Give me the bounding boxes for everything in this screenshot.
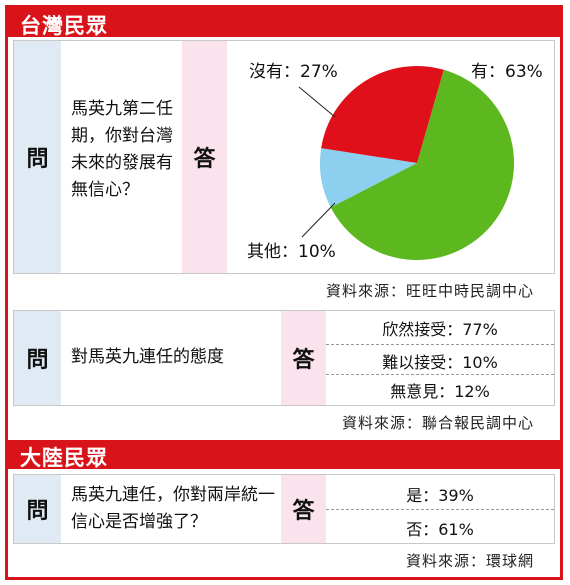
q3-answer-label: 答 — [281, 475, 326, 543]
q2-divider-1 — [326, 344, 554, 345]
q1-source: 資料來源：旺旺中時民調中心 — [325, 282, 534, 300]
q3-divider-1 — [326, 509, 554, 510]
section-header-mainland: 大陸民眾 — [8, 440, 560, 470]
q2-answer-2: 難以接受：10% — [382, 353, 498, 372]
q3-answer-2: 否：61% — [406, 520, 474, 539]
q2-divider-2 — [326, 374, 554, 375]
q3-answer-1: 是：39% — [406, 486, 474, 505]
q1-panel: 問 馬英九第二任期，你對台灣未來的發展有無信心？ 答 有：63% 其他：10% 沒有… — [13, 40, 555, 274]
q3-question-text: 馬英九連任，你對兩岸統一信心是否增強了？ — [71, 485, 275, 532]
section-title-mainland: 大陸民眾 — [20, 446, 108, 470]
q1-question-text: 馬英九第二任期，你對台灣未來的發展有無信心？ — [71, 99, 173, 200]
q2-question-text: 對馬英九連任的態度 — [71, 347, 224, 367]
q3-question-label: 問 — [14, 475, 61, 543]
infographic-frame: 台灣民眾 問 馬英九第二任期，你對台灣未來的發展有無信心？ 答 有：63% 其他：… — [5, 5, 563, 580]
pie-slice-0 — [330, 69, 514, 260]
q1-question-label: 問 — [14, 41, 61, 273]
q3-answer-glyph: 答 — [292, 499, 315, 524]
pie-leader-line-1 — [301, 202, 336, 238]
pie-label-1: 其他：10% — [247, 242, 336, 262]
q3-source: 資料來源：環球網 — [405, 552, 534, 570]
q1-pie-chart: 有：63% 其他：10% 沒有：27% — [247, 62, 543, 262]
q2-question-glyph: 問 — [26, 348, 49, 373]
section-title-taiwan: 台灣民眾 — [20, 14, 108, 38]
q1-answer-glyph: 答 — [193, 147, 216, 172]
q1-answer-label: 答 — [182, 41, 227, 273]
q1-question-glyph: 問 — [26, 147, 49, 172]
q2-question-label: 問 — [14, 311, 61, 405]
q2-answer-glyph: 答 — [292, 348, 315, 373]
q3-panel: 問 馬英九連任，你對兩岸統一信心是否增強了？ 答 是：39% 否：61% — [13, 474, 555, 544]
q3-question-glyph: 問 — [26, 499, 49, 524]
q2-panel: 問 對馬英九連任的態度 答 欣然接受：77% 難以接受：10% 無意見：12% — [13, 310, 555, 406]
pie-label-2: 沒有：27% — [249, 62, 338, 82]
q2-answer-1: 欣然接受：77% — [382, 320, 498, 339]
pie-slice-1 — [320, 148, 417, 208]
q2-answer-label: 答 — [281, 311, 326, 405]
pie-leader-line-2 — [298, 86, 336, 118]
pie-label-0: 有：63% — [471, 62, 543, 82]
pie-slice-2 — [321, 66, 444, 163]
q2-source: 資料來源：聯合報民調中心 — [341, 414, 534, 432]
section-header-taiwan: 台灣民眾 — [8, 8, 560, 38]
q2-answer-3: 無意見：12% — [390, 382, 490, 401]
